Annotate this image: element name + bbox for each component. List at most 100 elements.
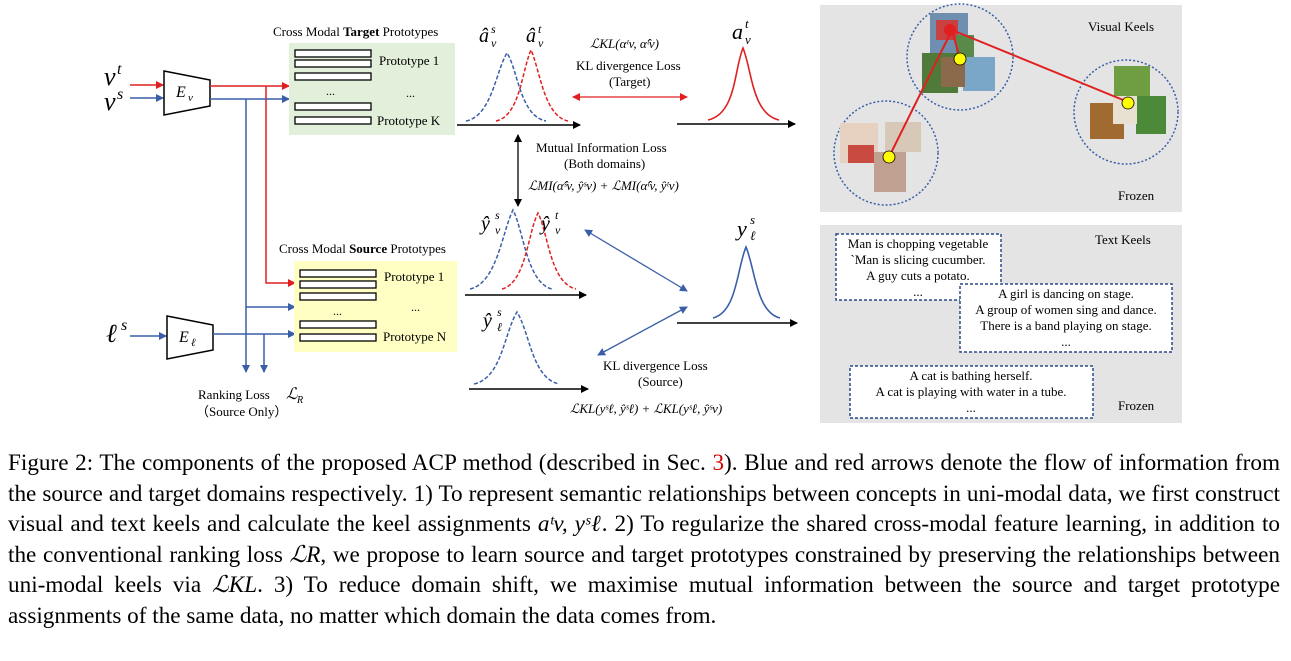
svg-text:（Source Only）: （Source Only） — [196, 404, 287, 419]
svg-text:A group of women sing and danc: A group of women sing and dance. — [975, 302, 1157, 317]
svg-text:R: R — [296, 395, 303, 406]
input-vs: v s — [104, 86, 123, 116]
svg-text:(Source): (Source) — [638, 374, 683, 389]
label-y-hat-vt: ŷ — [539, 213, 550, 235]
svg-text:v: v — [495, 223, 501, 237]
svg-text:t: t — [538, 22, 542, 36]
kl-target-loss: ℒKL(αᵗv, α̂ᵗv) KL divergence Loss (Targe… — [572, 36, 688, 101]
svg-text:ℓ: ℓ — [106, 319, 117, 348]
svg-text:v: v — [188, 92, 193, 104]
svg-text:A cat is playing with water in: A cat is playing with water in a tube. — [876, 384, 1067, 399]
svg-text:s: s — [117, 86, 123, 103]
svg-text:...: ... — [1061, 334, 1071, 349]
target-prototypes-panel: Cross Modal Target Prototypes Prototype … — [273, 24, 455, 135]
label-a-vt: a — [732, 19, 743, 44]
keel-assignment-math: aᵗv, yˢℓ — [537, 511, 602, 537]
visual-encoder: E v — [163, 70, 211, 116]
ranking-loss-math: ℒR — [289, 541, 321, 568]
red-flow-lines — [210, 82, 296, 287]
svg-text:v: v — [104, 87, 116, 116]
figure-caption: Figure 2: The components of the proposed… — [8, 450, 1280, 629]
svg-text:E: E — [178, 329, 189, 346]
target-keel-center — [944, 24, 956, 36]
svg-text:Cross Modal Source Prototypes: Cross Modal Source Prototypes — [279, 241, 446, 256]
svg-text:ℓ: ℓ — [191, 337, 196, 349]
svg-text:Man is chopping vegetable: Man is chopping vegetable — [848, 236, 989, 251]
eating-images — [840, 122, 921, 192]
svg-text:KL divergence Loss: KL divergence Loss — [576, 58, 681, 73]
svg-text:t: t — [555, 208, 559, 222]
target-proto-dots: ... — [406, 86, 415, 100]
text-keel-box-3: A cat is bathing herself. A cat is playi… — [849, 365, 1094, 419]
svg-text:Mutual Information Loss: Mutual Information Loss — [536, 140, 667, 155]
svg-text:s: s — [497, 305, 502, 319]
cycling-images — [922, 13, 995, 93]
target-proto-1: Prototype 1 — [379, 53, 439, 68]
svg-text:(Target): (Target) — [609, 74, 650, 89]
source-assignment-plot: ŷ s v ŷ t v — [465, 208, 587, 299]
svg-text:...: ... — [333, 304, 342, 318]
label-a-hat-vs: â — [479, 25, 489, 47]
text-keels-title: Text Keels — [1095, 232, 1151, 247]
svg-text:v: v — [555, 223, 561, 237]
text-keel-box-2: A girl is dancing on stage. A group of w… — [959, 283, 1173, 353]
svg-text:...: ... — [913, 284, 923, 299]
source-proto-1: Prototype 1 — [384, 269, 444, 284]
svg-text:s: s — [495, 208, 500, 222]
visual-keels-panel: Visual Keels Frozen — [820, 3, 1182, 212]
kl-source-arrows — [584, 229, 688, 356]
text-assignment-plot: ŷ s ℓ — [469, 305, 589, 393]
source-keel-plot: y s ℓ — [677, 212, 798, 327]
svg-text:KL divergence Loss: KL divergence Loss — [603, 358, 708, 373]
svg-text:ℓ: ℓ — [497, 320, 502, 334]
label-y-ls: y — [735, 216, 747, 241]
svg-text:t: t — [117, 61, 122, 78]
input-vt: v t — [104, 61, 122, 91]
svg-text:s: s — [491, 22, 496, 36]
svg-text:E: E — [175, 84, 186, 101]
acp-diagram: v t v s ℓ s E v E ℓ Cross Modal Tar — [104, 3, 1182, 423]
svg-text:...: ... — [326, 84, 335, 98]
svg-text:ℒ: ℒ — [286, 386, 298, 403]
kl-source-loss: KL divergence Loss (Source) ℒKL(yˢℓ, ŷˢℓ… — [570, 358, 722, 416]
label-y-hat-ls: ŷ — [481, 310, 492, 332]
svg-text:A girl is dancing on stage.: A girl is dancing on stage. — [998, 286, 1134, 301]
target-keel-plot: a t v — [677, 16, 796, 128]
svg-text:There is a band playing on sta: There is a band playing on stage. — [980, 318, 1151, 333]
source-prototypes-panel: Cross Modal Source Prototypes Prototype … — [279, 241, 457, 352]
svg-text:v: v — [538, 36, 544, 50]
svg-text:Ranking Loss: Ranking Loss — [198, 387, 270, 402]
kl-source-formula: ℒKL(yˢℓ, ŷˢℓ) + ℒKL(yˢℓ, ŷˢv) — [570, 401, 722, 416]
label-a-hat-vt: â — [526, 25, 536, 47]
target-assignment-plot: â s v â t v — [457, 22, 581, 129]
svg-text:A guy cuts a potato.: A guy cuts a potato. — [866, 268, 970, 283]
target-proto-k: Prototype K — [377, 113, 441, 128]
svg-text:(Both domains): (Both domains) — [564, 156, 645, 171]
blue-flow-lines — [210, 95, 296, 373]
visual-keels-title: Visual Keels — [1088, 19, 1154, 34]
section-ref-link[interactable]: 3 — [712, 450, 725, 476]
label-y-hat-vs: ŷ — [479, 213, 490, 235]
ranking-loss-label: Ranking Loss ℒ R （Source Only） — [196, 386, 303, 419]
mutual-information-loss: Mutual Information Loss (Both domains) ℒ… — [514, 134, 679, 207]
svg-text:v: v — [745, 32, 751, 47]
kl-loss-math: ℒKL — [212, 572, 258, 598]
text-keels-panel: Text Keels Frozen Man is chopping vegeta… — [820, 225, 1182, 423]
svg-text:v: v — [491, 36, 497, 50]
keel-center-dogs — [1121, 96, 1135, 110]
mi-formula: ℒMI(α̂ˢv, ŷˢv) + ℒMI(α̂ᵗv, ŷᵗv) — [528, 178, 679, 193]
svg-text:`Man is slicing cucumber.: `Man is slicing cucumber. — [850, 252, 985, 267]
source-proto-dots: ... — [411, 300, 420, 314]
svg-text:s: s — [121, 317, 127, 334]
text-frozen-label: Frozen — [1118, 398, 1155, 413]
dog-images — [1090, 66, 1166, 139]
svg-text:v: v — [104, 62, 116, 91]
svg-text:t: t — [745, 16, 749, 31]
input-ls: ℓ s — [106, 317, 127, 348]
svg-text:Cross Modal Target Prototypes: Cross Modal Target Prototypes — [273, 24, 438, 39]
source-proto-n: Prototype N — [383, 329, 447, 344]
svg-text:ℓ: ℓ — [750, 228, 756, 243]
text-encoder: E ℓ — [166, 315, 214, 360]
svg-text:...: ... — [966, 400, 976, 415]
svg-text:s: s — [750, 212, 755, 227]
